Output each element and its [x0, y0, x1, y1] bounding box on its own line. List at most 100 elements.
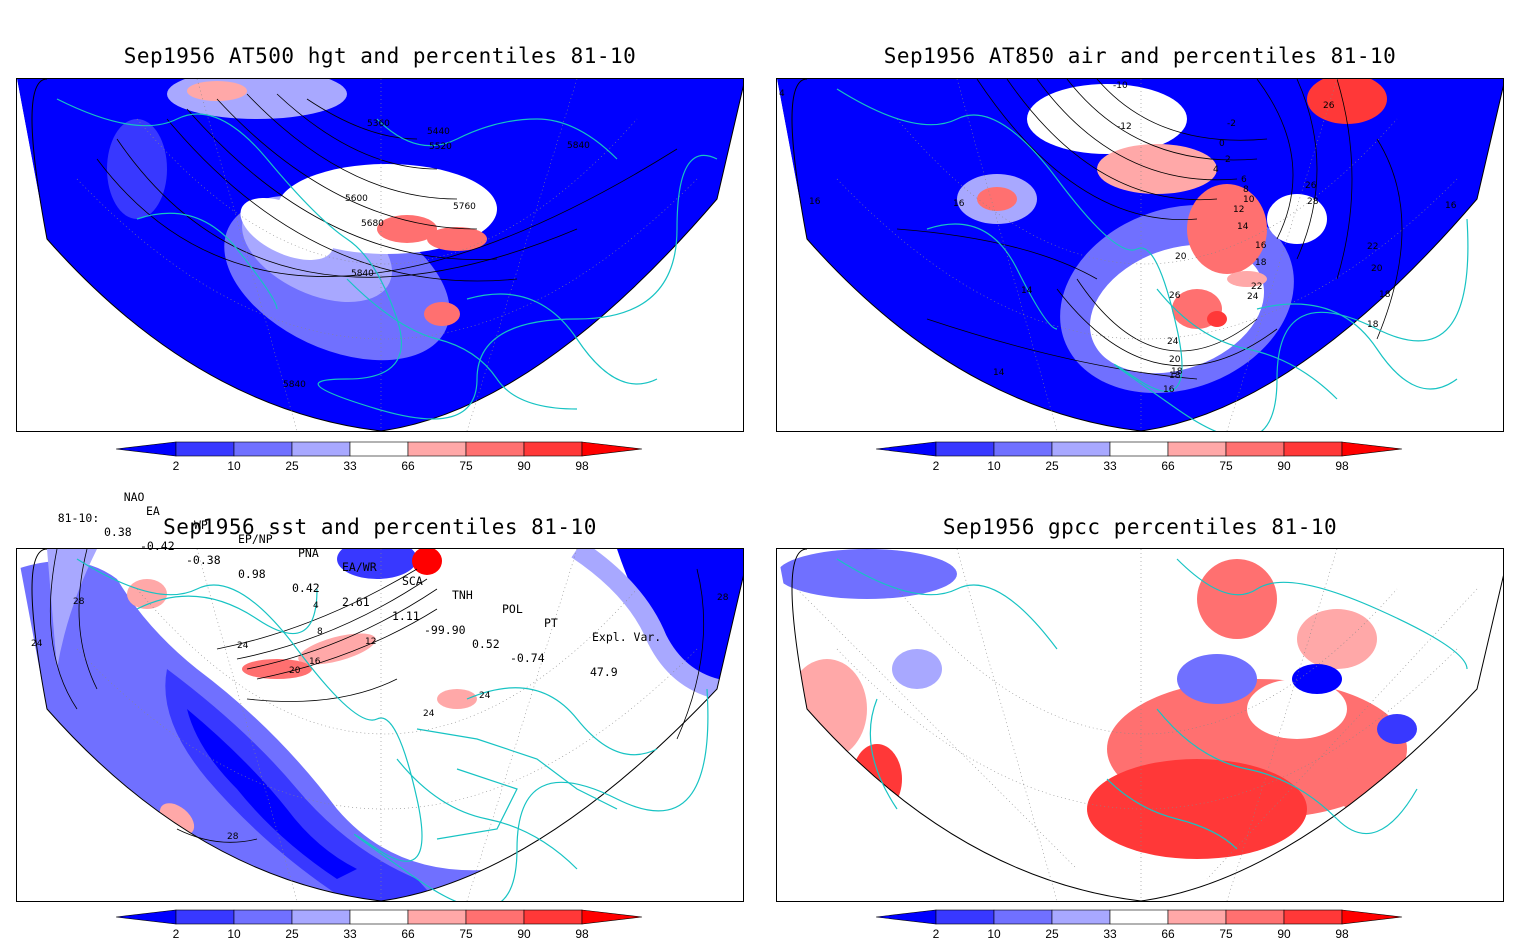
- colorbar-tick-label: 75: [459, 459, 473, 473]
- colorbar-bin: [116, 441, 177, 457]
- index-value: -0.74: [510, 651, 545, 665]
- colorbar-tick-label: 75: [1219, 927, 1233, 941]
- contour-label: 28: [227, 832, 239, 842]
- colorbar-bin: [1225, 441, 1285, 457]
- index-header: NAO EA WP EP/NP PNA EA/WR SCA TNH POL PT…: [96, 476, 662, 658]
- contour-label: 14: [1237, 222, 1249, 232]
- contour-label: 28: [73, 597, 85, 607]
- index-value: 1.11: [392, 609, 420, 623]
- colorbar-tick-label: 10: [987, 459, 1001, 473]
- contour-label: -2: [1227, 119, 1236, 129]
- colorbar-tick-label: 90: [1277, 927, 1291, 941]
- contour-label: 5840: [283, 380, 306, 390]
- contour-label: 18: [1171, 367, 1183, 377]
- colorbar-bin: [1341, 441, 1403, 457]
- colorbar-bin: [1167, 909, 1227, 925]
- colorbar-bin: [1283, 441, 1343, 457]
- contour-label: 10: [1243, 195, 1255, 205]
- colorbar-bin: [233, 441, 293, 457]
- contour-label: 2: [1225, 155, 1231, 165]
- colorbar-bin: [993, 909, 1053, 925]
- contour-label: -10: [1113, 81, 1128, 91]
- colorbar-bin: [291, 441, 351, 457]
- contour-label: 16: [1255, 241, 1267, 251]
- index-name: TNH: [452, 588, 473, 602]
- colorbar-bin: [935, 909, 995, 925]
- contour-label: 5600: [345, 194, 368, 204]
- colorbar-tick-label: 66: [1161, 459, 1175, 473]
- contour-label: 12: [365, 637, 377, 647]
- colorbar: 2 10 25 33 66 75 90 98: [876, 438, 1406, 482]
- contour-label: 16: [1163, 385, 1175, 395]
- index-value: 0.52: [472, 637, 500, 651]
- panel-title-sst: Sep1956 sst and percentiles 81-10: [163, 515, 597, 539]
- colorbar-bin: [523, 909, 583, 925]
- contour-label: 18: [1169, 371, 1181, 381]
- colorbar-tick-label: 25: [285, 459, 299, 473]
- colorbar-bin: [291, 909, 351, 925]
- index-value: -0.38: [186, 553, 221, 567]
- contour-label: 6: [1241, 175, 1247, 185]
- colorbar-bin: [465, 909, 525, 925]
- colorbar-tick-label: 98: [1335, 459, 1349, 473]
- colorbar-bin: [1283, 909, 1343, 925]
- colorbar-bin: [175, 441, 235, 457]
- contour-label: 20: [1371, 264, 1383, 274]
- colorbar-bin: [581, 909, 643, 925]
- colorbar-bin: [1051, 441, 1111, 457]
- colorbar-tick-label: 66: [401, 459, 415, 473]
- contour-label: 18: [1255, 258, 1267, 268]
- colorbar-bin: [175, 909, 235, 925]
- contour-label: 5440: [427, 127, 450, 137]
- colorbar-bin: [1051, 909, 1111, 925]
- colorbar-tick-label: 33: [343, 459, 357, 473]
- index-name: EP/NP: [238, 532, 273, 546]
- contour-label: 26: [1323, 101, 1335, 111]
- contour-label: 18: [1379, 290, 1391, 300]
- contour-label: 24: [423, 709, 435, 719]
- colorbar-tick-label: 25: [1045, 927, 1059, 941]
- colorbar-tick-label: 25: [1045, 459, 1059, 473]
- colorbar-bin: [349, 909, 409, 925]
- map-panel-air: -10 -12 -2 0 2 4 6 8 10 12 14 16 16 16 1…: [776, 78, 1504, 432]
- colorbar-tick-label: 66: [1161, 927, 1175, 941]
- index-name: Expl. Var.: [592, 630, 662, 644]
- index-value: -99.90: [424, 623, 466, 637]
- colorbar: 2 10 25 33 66 75 90 98: [116, 906, 646, 950]
- colorbar-bin: [993, 441, 1053, 457]
- colorbar-graphic: 2 10 25 33 66 75 90 98: [876, 909, 1403, 941]
- contour-label: 18: [1367, 320, 1379, 330]
- contour-label: 0: [1219, 139, 1225, 149]
- index-row-label: 81-10:: [57, 511, 100, 525]
- colorbar-tick-label: 98: [575, 927, 589, 941]
- contour-label: 24: [479, 691, 491, 701]
- contour-label: 16: [309, 657, 321, 667]
- panel-title-gpcc: Sep1956 gpcc percentiles 81-10: [942, 515, 1338, 539]
- colorbar-bin: [876, 909, 937, 925]
- colorbar-bin: [349, 441, 409, 457]
- contour-label: 26: [1305, 181, 1317, 191]
- colorbar-graphic: 2 10 25 33 66 75 90 98: [876, 441, 1403, 473]
- contour-label: 5360: [367, 119, 390, 129]
- colorbar-bin: [407, 441, 467, 457]
- colorbar-bin: [1109, 441, 1169, 457]
- index-name: EA/WR: [342, 560, 377, 574]
- index-value: -0.42: [140, 539, 175, 553]
- colorbar-bin: [876, 441, 937, 457]
- colorbar-tick-label: 98: [575, 459, 589, 473]
- index-name: EA: [146, 504, 160, 518]
- contour-label: 8: [317, 627, 323, 637]
- contour-label: 5520: [429, 142, 452, 152]
- contour-label: 20: [289, 666, 301, 676]
- contour-label: 5680: [361, 219, 384, 229]
- contour-label: 24: [237, 641, 249, 651]
- index-value: 0.98: [238, 567, 266, 581]
- index-name: PNA: [298, 546, 319, 560]
- contour-label: 4: [779, 89, 785, 99]
- colorbar-tick-label: 90: [517, 927, 531, 941]
- colorbar-bin: [935, 441, 995, 457]
- colorbar-tick-label: 75: [1219, 459, 1233, 473]
- contour-label: -12: [1117, 122, 1132, 132]
- index-value: 2.61: [342, 595, 370, 609]
- colorbar-tick-label: 10: [227, 459, 241, 473]
